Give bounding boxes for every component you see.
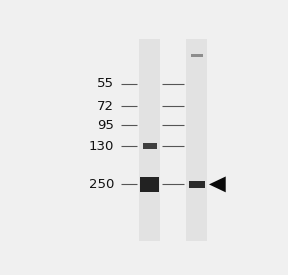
Text: 72: 72 [97, 100, 114, 112]
Text: 95: 95 [97, 119, 114, 132]
Text: 250: 250 [89, 178, 114, 191]
Text: 130: 130 [89, 140, 114, 153]
Bar [186, 39, 207, 241]
Text: 55: 55 [97, 77, 114, 90]
Bar [143, 143, 157, 149]
Bar [191, 54, 203, 57]
Polygon shape [209, 177, 226, 192]
Bar [139, 39, 160, 241]
Bar [189, 181, 204, 188]
Bar [140, 177, 159, 192]
